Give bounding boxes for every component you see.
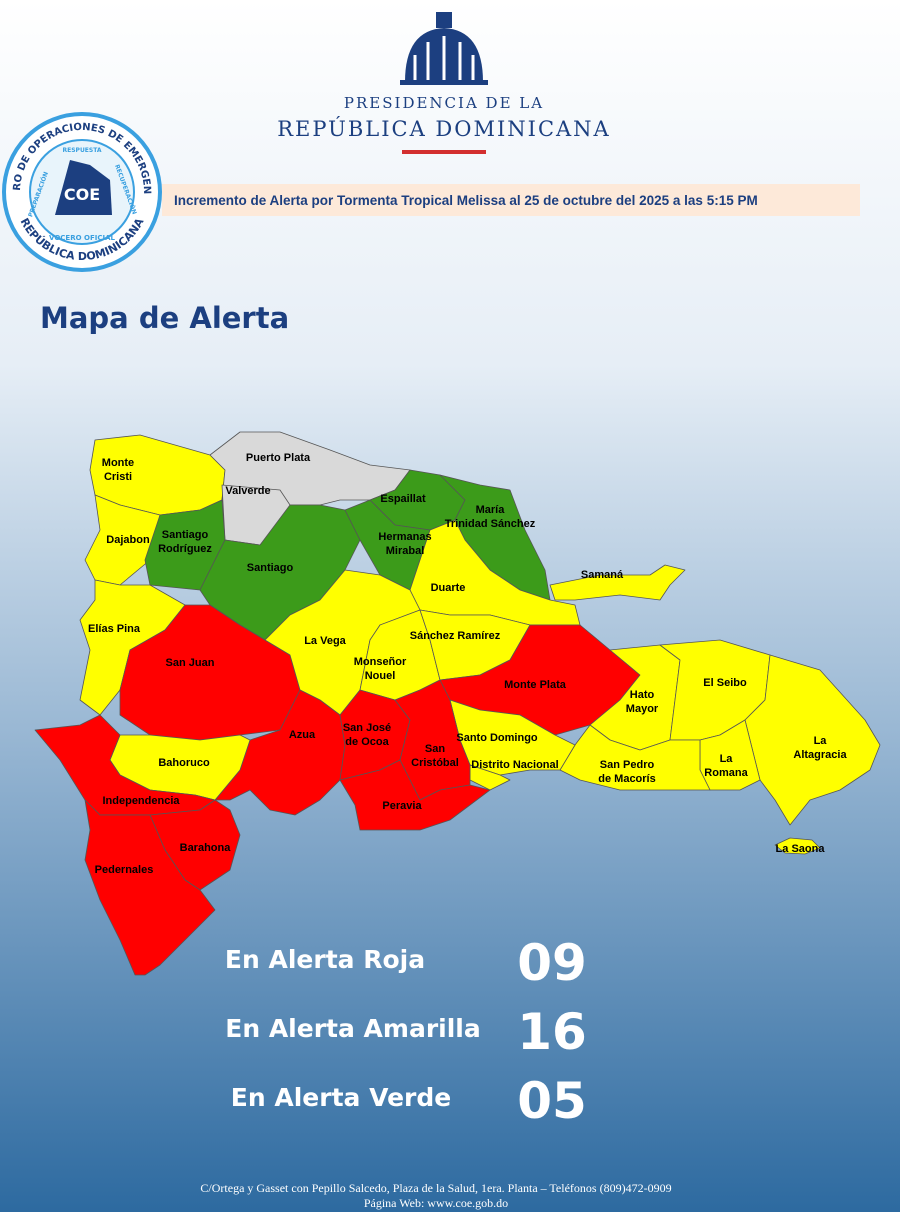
province-label: Monte Plata <box>504 679 567 691</box>
alert-count: 09 <box>517 934 587 992</box>
alert-label: En Alerta Amarilla <box>225 1014 480 1043</box>
header-line2: REPÚBLICA DOMINICANA <box>277 116 610 141</box>
presidency-logo <box>400 12 488 85</box>
province-label: San Pedro de Macorís <box>598 759 655 785</box>
province <box>339 759 491 831</box>
header-line1: PRESIDENCIA DE LA <box>344 94 544 112</box>
province <box>549 564 686 601</box>
banner: Incremento de Alerta por Tormenta Tropic… <box>174 193 758 208</box>
province-label: Hermanas Mirabal <box>378 531 431 557</box>
province-label: Peravia <box>382 800 422 812</box>
province-label: Pedernales <box>95 864 154 876</box>
province-label: Distrito Nacional <box>471 759 558 771</box>
banner-bg <box>162 184 860 216</box>
province-label: María Trinidad Sánchez <box>445 504 536 530</box>
province-label: La Saona <box>776 843 826 855</box>
header-rule <box>402 150 486 154</box>
alert-label: En Alerta Verde <box>231 1083 451 1112</box>
province-label: Santo Domingo <box>456 732 538 744</box>
province-label: San Juan <box>166 657 215 669</box>
province-label: Monseñor Nouel <box>354 656 407 682</box>
province-label: Duarte <box>431 582 466 594</box>
province-label: Puerto Plata <box>246 452 311 464</box>
alert-counts: En Alerta Roja 09 En Alerta Amarilla 16 En A… <box>225 934 587 1130</box>
province-label: El Seibo <box>703 677 747 689</box>
province-label: Azua <box>289 729 316 741</box>
province-label: Santiago Rodríguez <box>158 529 212 555</box>
province-label: Santiago <box>247 562 294 574</box>
province-label: San Cristóbal <box>411 743 459 769</box>
province <box>774 837 821 855</box>
province-label: Monte Cristi <box>102 457 134 483</box>
alert-label: En Alerta Roja <box>225 945 425 974</box>
logo-word: RESPUESTA <box>63 147 102 154</box>
alert-count: 16 <box>517 1003 587 1061</box>
province-label: Sánchez Ramírez <box>410 630 501 642</box>
province <box>84 799 216 976</box>
footer-line1: C/Ortega y Gasset con Pepillo Salcedo, P… <box>200 1181 671 1195</box>
province-label: La Vega <box>304 635 346 647</box>
province-label: Espaillat <box>380 493 426 505</box>
province-label: Valverde <box>225 485 270 497</box>
province-label: Dajabon <box>106 534 150 546</box>
province-label: La Altagracia <box>793 735 847 761</box>
province-label: Independencia <box>102 795 180 807</box>
province-label: Bahoruco <box>158 757 210 769</box>
map: Monte Cristi Puerto Plata Valverde Dajabon Sa… <box>34 431 881 976</box>
province-label: Samaná <box>581 569 624 581</box>
footer-line2: Página Web: www.coe.gob.do <box>364 1196 508 1210</box>
province-label: Elías Pina <box>88 623 141 635</box>
logo-center: COE <box>64 185 100 204</box>
alert-count: 05 <box>517 1072 587 1130</box>
logo-spokesman: VOCERO OFICIAL <box>49 234 115 242</box>
province-label: Hato Mayor <box>626 689 659 715</box>
map-title: Mapa de Alerta <box>40 301 289 335</box>
province-label: San José de Ocoa <box>343 722 391 748</box>
province-label: Barahona <box>180 842 232 854</box>
province-label: La Romana <box>704 753 748 779</box>
